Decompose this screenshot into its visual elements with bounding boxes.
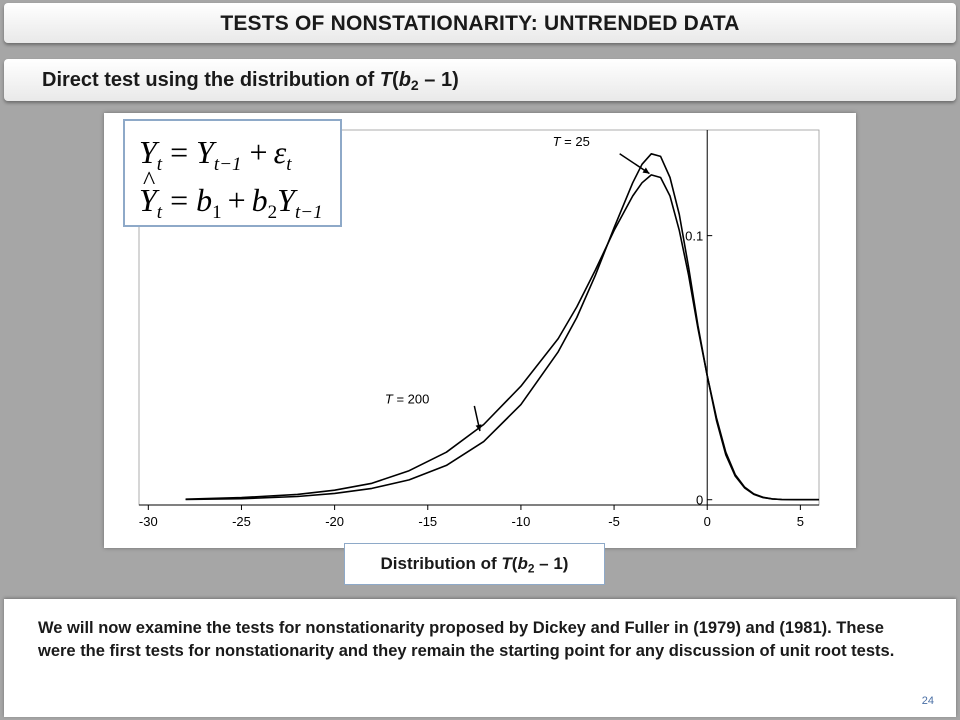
page-number: 24 [921,695,934,707]
eq2-b2-sub: 2 [268,202,278,223]
slide-title: TESTS OF NONSTATIONARITY: UNTRENDED DATA [220,12,740,35]
subtitle-text: Direct test using the distribution of [42,69,380,91]
equation-box: Yt = Yt−1 + εt ^ Yt = b1 + b2Yt−1 [123,119,342,227]
body-text: We will now examine the tests for nonsta… [38,619,895,660]
caption-b: b [517,554,528,573]
eq2-b1-sub: 1 [212,202,222,223]
eq2-lhs: Y [139,182,160,218]
eq2-b1: b [196,182,212,218]
series-annotation-0: T = 25 [553,134,590,149]
eq2-lhs-sub: t [157,202,163,223]
x-tick-label: -5 [608,514,620,529]
subtitle-rest: – 1) [418,69,459,91]
title-bar: TESTS OF NONSTATIONARITY: UNTRENDED DATA [4,3,956,43]
annotation-arrowhead-1 [475,424,482,432]
x-tick-label: -15 [418,514,437,529]
chart-caption: Distribution of T(b2 – 1) [381,554,569,575]
text-panel: We will now examine the tests for nonsta… [4,599,956,717]
eq1-epsilon: ε [274,134,287,170]
caption-subscript: 2 [527,561,535,576]
y-tick-label: 0.1 [685,229,703,244]
caption-text: Distribution of [380,554,502,573]
annotation-arrowhead-0 [642,167,650,174]
x-tick-label: -25 [232,514,251,529]
eq1-epsilon-sub: t [286,154,292,175]
eq2-b2: b [252,182,268,218]
chart-caption-box: Distribution of T(b2 – 1) [344,543,605,585]
y-tick-label: 0 [696,493,703,508]
eq1-lhs-sub: t [157,154,163,175]
x-tick-label: -30 [139,514,158,529]
series-line-1 [185,174,819,501]
x-tick-label: -20 [325,514,344,529]
eq2-plus: + [228,182,246,218]
eq1-rhs-y: Y [196,134,217,170]
subtitle-paren: ( [392,69,399,91]
eq1-rhs-sub: t−1 [214,154,242,175]
x-tick-label: 0 [704,514,711,529]
caption-T: T [501,554,512,573]
subtitle-subscript: 2 [410,76,419,93]
subtitle-bar: Direct test using the distribution of T(… [4,59,956,101]
subtitle-b: b [398,69,411,91]
series-annotation-1: T = 200 [385,391,429,406]
eq1-equals: = [170,134,188,170]
equation-2-hat: ^ [143,166,155,195]
eq1-plus: + [250,134,268,170]
caption-paren: ( [511,554,518,573]
caption-rest: – 1) [534,554,569,573]
equation-1: Yt = Yt−1 + εt [139,134,292,175]
equation-2: Yt = b1 + b2Yt−1 [139,182,323,223]
eq2-equals: = [170,182,188,218]
eq2-y-sub: t−1 [295,202,323,223]
x-tick-label: -10 [512,514,531,529]
subtitle-T: T [379,69,393,91]
x-tick-label: 5 [797,514,804,529]
eq1-lhs: Y [139,134,160,170]
slide-subtitle: Direct test using the distribution of T(… [42,69,459,93]
eq2-y: Y [277,182,298,218]
